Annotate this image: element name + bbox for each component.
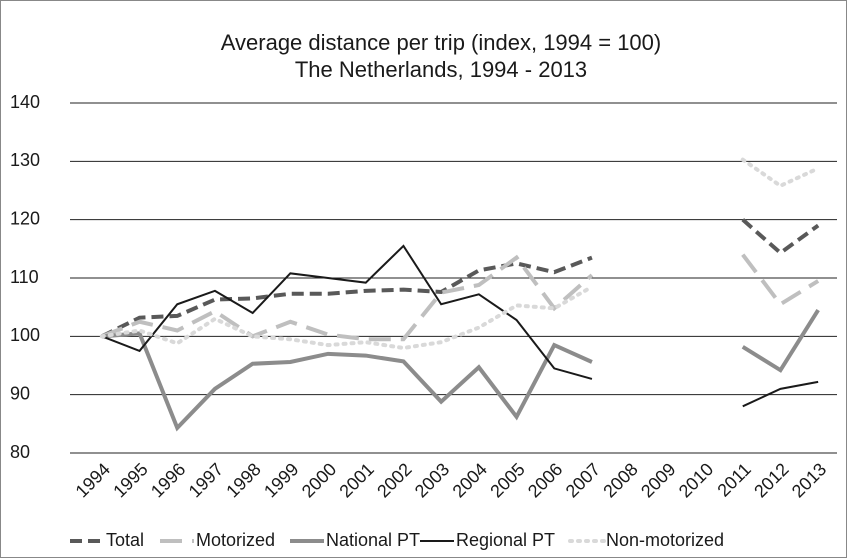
y-tick-label: 90 — [10, 383, 30, 403]
series-line — [99, 157, 821, 351]
series-line — [101, 309, 820, 432]
legend-label: Regional PT — [456, 530, 555, 550]
series-line — [101, 244, 819, 408]
chart-subtitle: The Netherlands, 1994 - 2013 — [295, 57, 587, 82]
legend-label: Motorized — [196, 530, 275, 550]
y-tick-label: 140 — [10, 92, 40, 112]
y-tick-label: 110 — [10, 267, 39, 287]
chart-title: Average distance per trip (index, 1994 =… — [221, 30, 661, 55]
legend-label: Non-motorized — [606, 530, 724, 550]
legend-label: Total — [106, 530, 144, 550]
legend-label: National PT — [326, 530, 420, 550]
series-line — [101, 253, 820, 342]
y-tick-label: 120 — [10, 208, 40, 228]
y-tick-label: 130 — [10, 150, 40, 170]
y-tick-label: 80 — [10, 442, 30, 462]
y-tick-label: 100 — [10, 325, 40, 345]
